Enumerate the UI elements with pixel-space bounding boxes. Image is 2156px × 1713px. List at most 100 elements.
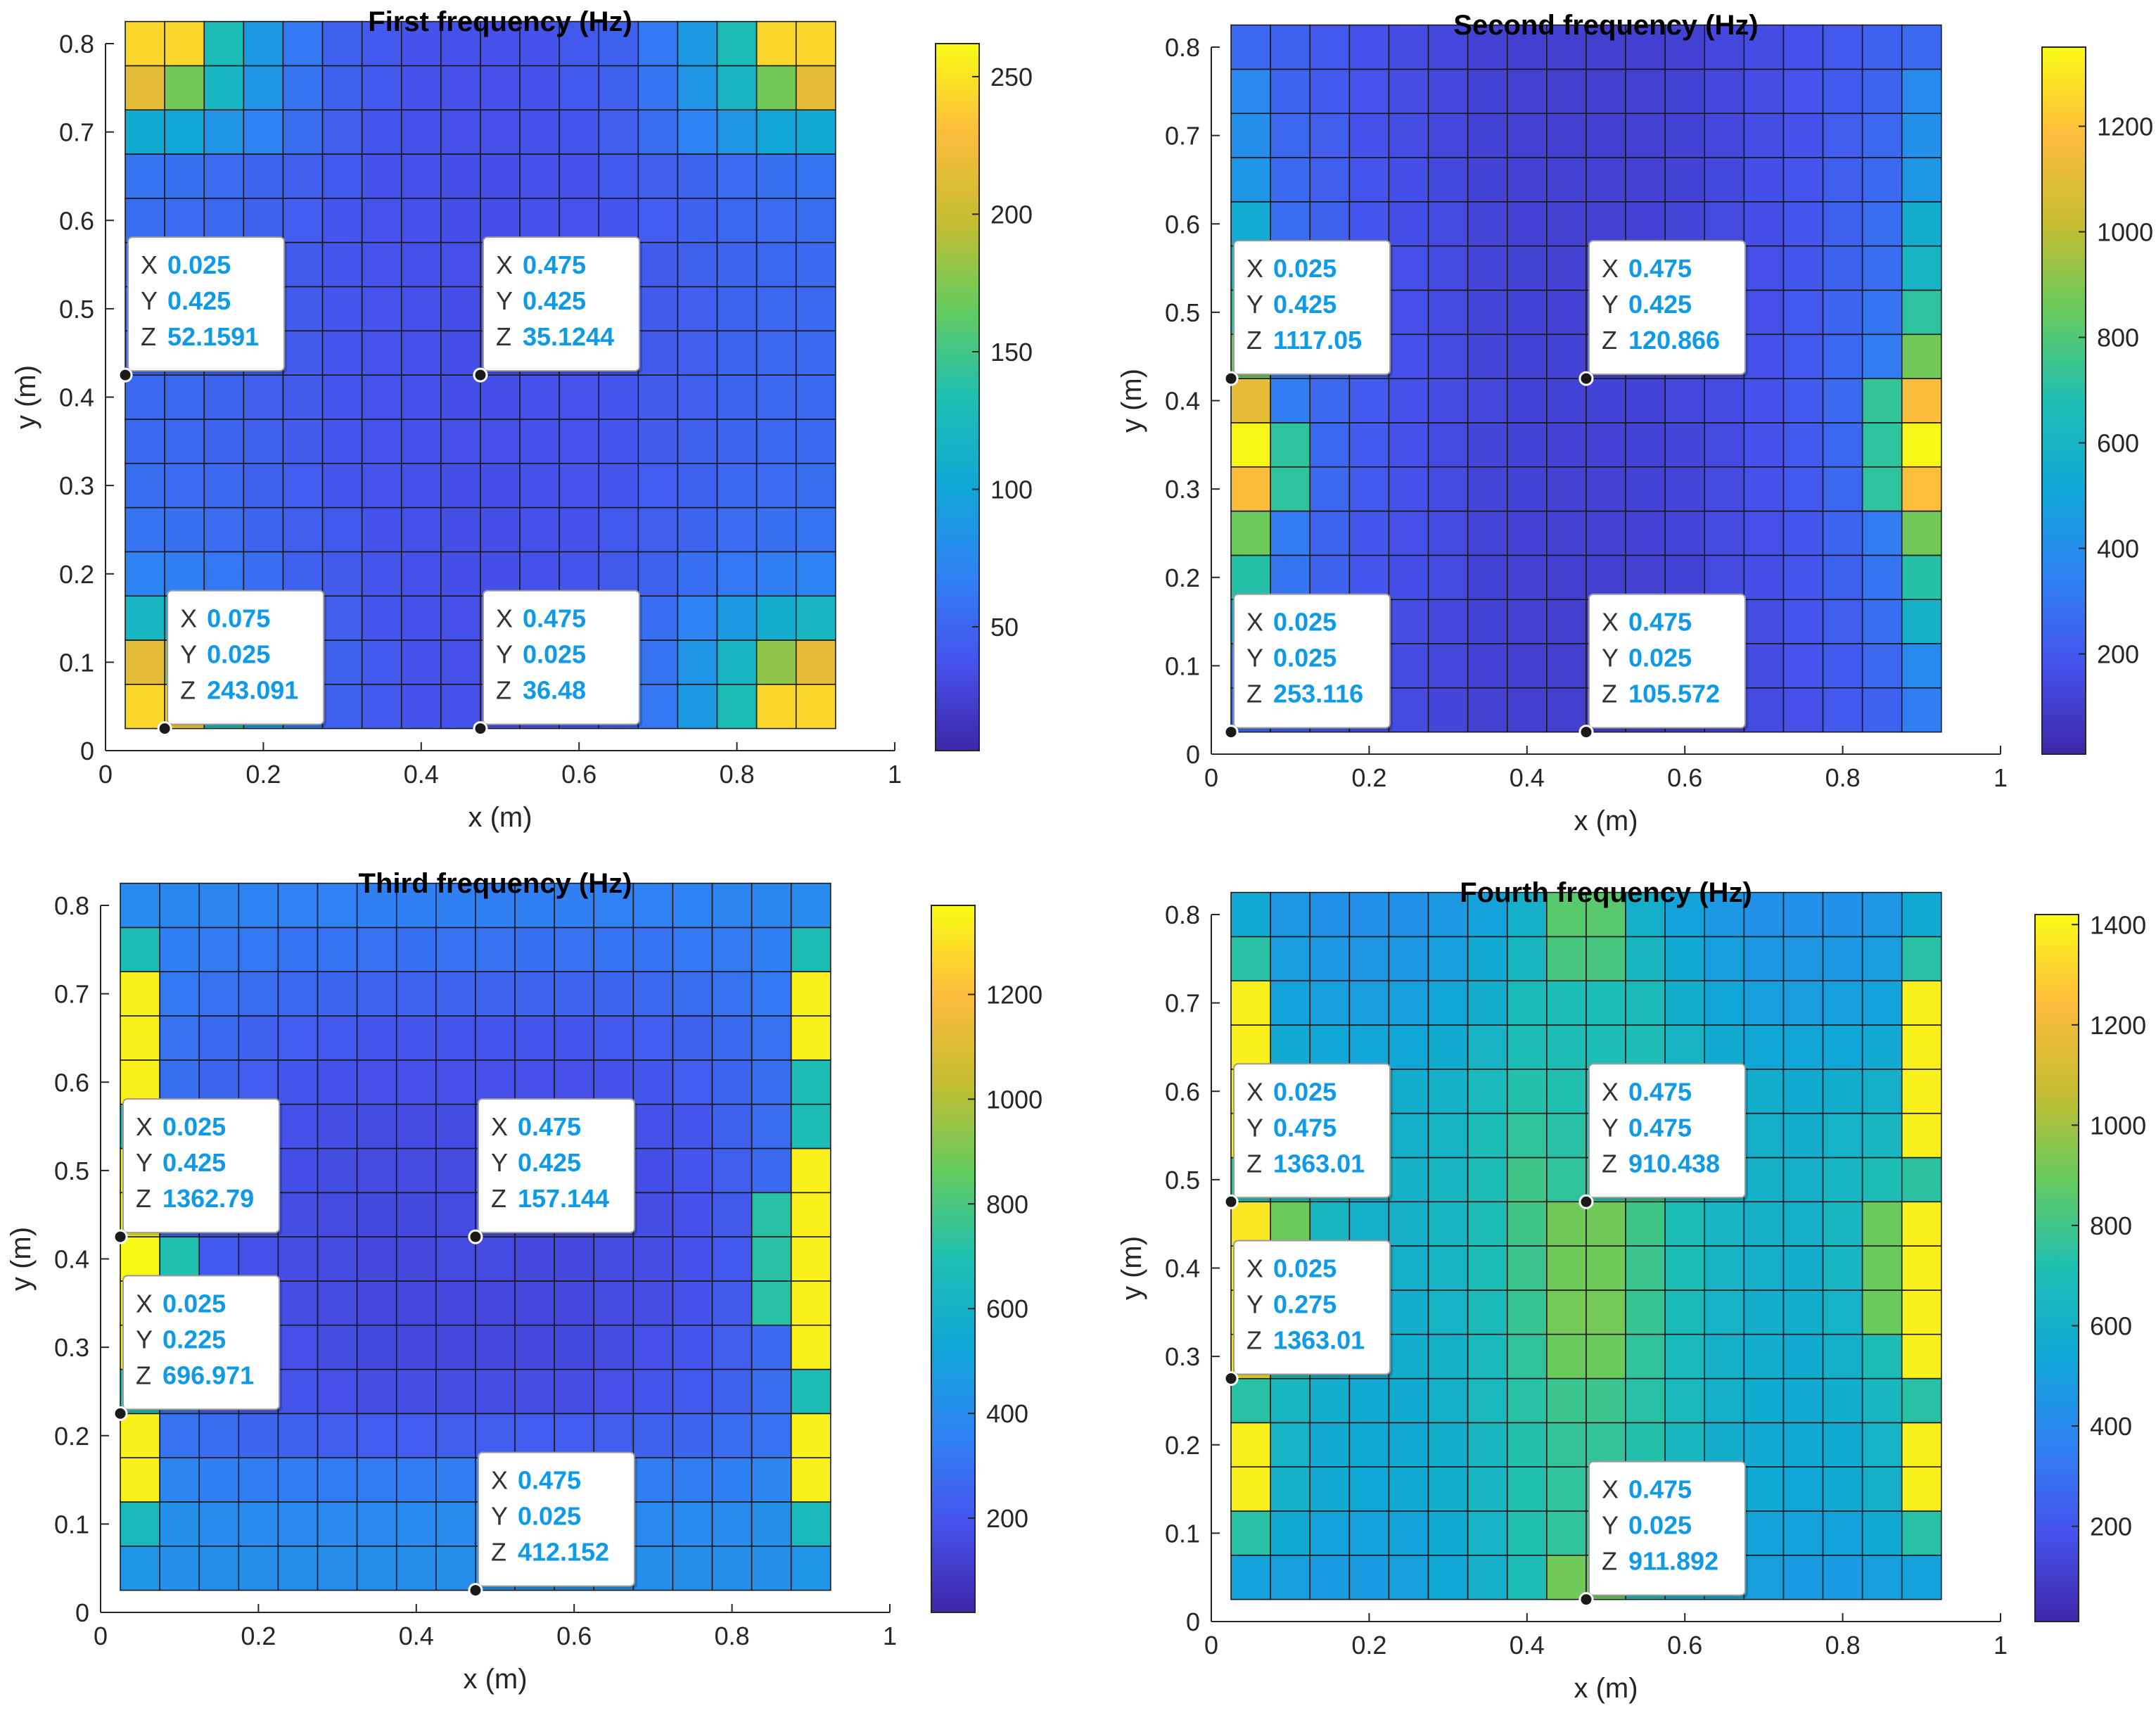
heatmap-cell [637, 109, 679, 155]
datatip-marker[interactable] [1578, 371, 1594, 386]
heatmap-cell [1704, 201, 1745, 247]
datatip-marker[interactable] [473, 367, 488, 383]
heatmap-cell [1861, 24, 1903, 70]
heatmap-cell [400, 595, 442, 641]
datatip-box [482, 236, 640, 372]
datatip-marker[interactable] [1578, 1194, 1594, 1209]
datatip-marker[interactable] [113, 1406, 128, 1421]
datatip-key: Z [491, 1538, 506, 1567]
heatmap-cell [1506, 1289, 1548, 1335]
datatip-box [1588, 593, 1746, 729]
heatmap-cell [1901, 24, 1942, 70]
heatmap-cell [1506, 891, 1548, 938]
heatmap-cell [480, 374, 521, 420]
datatip[interactable]: X 0.025 Y 0.425 Z 1362.79 [113, 1098, 283, 1244]
heatmap-cell [238, 1015, 279, 1061]
heatmap-cell [716, 551, 758, 597]
heatmap-cell [1388, 113, 1429, 158]
heatmap-cell [1309, 201, 1351, 247]
datatip-marker[interactable] [468, 1229, 483, 1244]
datatip-marker[interactable] [1578, 725, 1594, 740]
datatip[interactable]: X 0.475 Y 0.025 Z 412.152 [468, 1451, 637, 1598]
heatmap-cell [514, 1280, 555, 1326]
heatmap-cell [1901, 333, 1942, 379]
datatip[interactable]: X 0.075 Y 0.025 Z 243.091 [157, 590, 327, 737]
heatmap-cell [1782, 422, 1824, 468]
datatip-box [122, 1098, 281, 1234]
datatip[interactable]: X 0.025 Y 0.425 Z 1117.05 [1223, 240, 1393, 386]
heatmap-cell [1506, 1466, 1548, 1512]
heatmap-cell [198, 882, 240, 929]
datatip-marker[interactable] [1223, 371, 1239, 386]
datatip[interactable]: X 0.475 Y 0.025 Z 105.572 [1578, 593, 1748, 740]
datatip-marker[interactable] [1578, 1592, 1594, 1607]
heatmap-cell [672, 882, 713, 929]
heatmap-cell [559, 198, 600, 243]
heatmap-cell [198, 1413, 240, 1458]
heatmap-cell [243, 507, 284, 553]
heatmap-cell [716, 65, 758, 111]
heatmap-cell [716, 153, 758, 199]
y-tick-label: 0.6 [1165, 210, 1200, 238]
heatmap-cell [1467, 1112, 1508, 1159]
heatmap-cell [120, 882, 160, 929]
datatip-marker[interactable] [468, 1583, 483, 1598]
heatmap-cell [120, 1015, 160, 1061]
datatip-marker[interactable] [473, 721, 488, 737]
datatip[interactable]: X 0.475 Y 0.475 Z 910.438 [1578, 1063, 1748, 1209]
heatmap-cell [1230, 1201, 1271, 1247]
datatip-key: Y [491, 1502, 508, 1531]
datatip[interactable]: X 0.025 Y 0.025 Z 253.116 [1223, 593, 1393, 740]
heatmap-cell [1782, 466, 1824, 512]
heatmap-cell [1664, 466, 1706, 512]
datatip[interactable]: X 0.475 Y 0.425 Z 157.144 [468, 1098, 637, 1244]
heatmap-cell [120, 1457, 160, 1503]
heatmap-cell [751, 1545, 792, 1591]
y-tick-label: 0.6 [54, 1068, 89, 1097]
datatip[interactable]: X 0.025 Y 0.425 Z 52.1591 [117, 236, 288, 383]
heatmap-cell [1782, 1245, 1824, 1291]
y-tick-label: 0.5 [1165, 298, 1200, 327]
heatmap-cell [1586, 68, 1626, 115]
datatip-marker[interactable] [157, 721, 172, 737]
heatmap-cell [1743, 1157, 1785, 1203]
heatmap-cell [282, 507, 324, 553]
heatmap-cell [677, 241, 718, 288]
datatip-marker[interactable] [1223, 1194, 1239, 1209]
datatip[interactable]: X 0.025 Y 0.475 Z 1363.01 [1223, 1063, 1393, 1209]
datatip-key: X [496, 604, 513, 633]
heatmap-cell [1586, 378, 1626, 424]
heatmap-cell [1427, 1510, 1469, 1556]
heatmap-cell [1546, 980, 1587, 1026]
heatmap-cell [1901, 1201, 1942, 1247]
heatmap-cell [435, 1015, 476, 1061]
datatip-box [482, 590, 640, 725]
datatip-marker[interactable] [113, 1229, 128, 1244]
heatmap-cell [1901, 1554, 1942, 1600]
heatmap-cell [1348, 1024, 1390, 1070]
heatmap-cell [1743, 510, 1785, 556]
heatmap-cell [395, 1501, 437, 1547]
datatip[interactable]: X 0.025 Y 0.275 Z 1363.01 [1223, 1240, 1393, 1387]
heatmap-cell [475, 882, 516, 929]
datatip-marker[interactable] [117, 367, 133, 383]
heatmap-cell [716, 462, 758, 509]
heatmap-cell [1586, 201, 1626, 247]
heatmap-cell [1822, 157, 1863, 203]
datatip-marker[interactable] [1223, 1371, 1239, 1387]
heatmap-cell [795, 109, 836, 155]
heatmap-cell [282, 65, 324, 111]
heatmap-cell [711, 1192, 753, 1237]
heatmap-cell [238, 1545, 279, 1591]
datatip[interactable]: X 0.025 Y 0.225 Z 696.971 [113, 1275, 283, 1421]
datatip-marker[interactable] [1223, 725, 1239, 740]
datatip[interactable]: X 0.475 Y 0.025 Z 36.48 [473, 590, 642, 737]
datatip[interactable]: X 0.475 Y 0.425 Z 120.866 [1578, 240, 1748, 386]
datatip[interactable]: X 0.475 Y 0.025 Z 911.892 [1578, 1460, 1748, 1607]
x-tick-label: 0.2 [241, 1622, 276, 1650]
heatmap-cell [1704, 1024, 1745, 1070]
heatmap-cell [1625, 1201, 1666, 1247]
heatmap-cell [1822, 1510, 1863, 1556]
heatmap-cell [1230, 936, 1271, 982]
datatip[interactable]: X 0.475 Y 0.425 Z 35.1244 [473, 236, 642, 383]
